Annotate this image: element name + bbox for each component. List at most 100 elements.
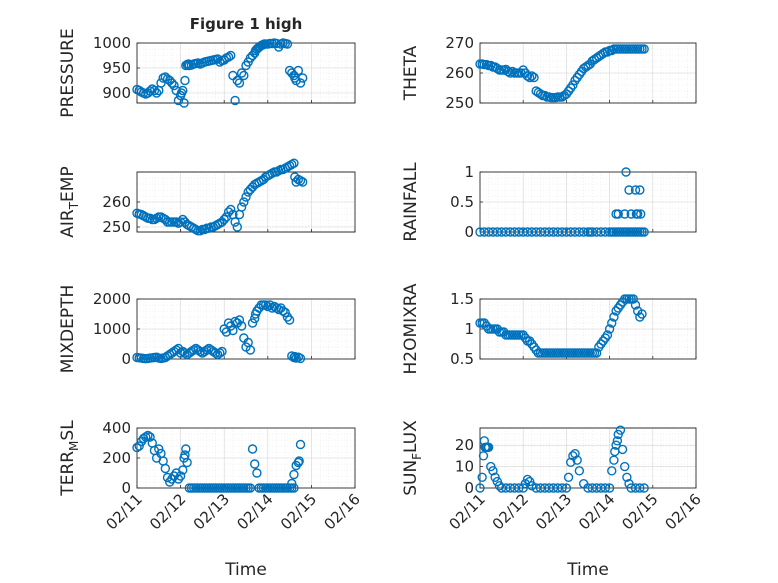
y-tick-label: 900	[102, 84, 131, 102]
plot-border	[479, 42, 697, 104]
data-point	[478, 451, 489, 461]
y-tick-label: 1000	[93, 34, 131, 52]
y-tick-label: 270	[445, 34, 474, 52]
data-point	[223, 52, 234, 62]
data-point	[228, 325, 238, 336]
data-point	[178, 465, 188, 475]
x-axis-label-right: Time	[566, 560, 609, 580]
data-point	[230, 217, 240, 227]
data-point	[620, 209, 630, 219]
y-tick-label: 1	[464, 163, 474, 181]
y-tick-label: 0	[464, 223, 474, 241]
x-tick-label: 02/13	[190, 490, 233, 533]
data-point	[639, 44, 649, 54]
data-point	[282, 39, 293, 49]
y-tick-label: 260	[102, 193, 131, 211]
data-point	[175, 348, 186, 358]
data-point	[232, 222, 242, 232]
data-point	[210, 348, 221, 358]
data-point	[635, 483, 645, 493]
y-axis-label: PRESSURE	[58, 28, 78, 117]
y-axis-label: MIXDEPTH	[58, 285, 78, 374]
subplot-theta: 250 260 270 THETA	[401, 34, 697, 112]
y-tick-label: 2000	[93, 290, 131, 308]
y-tick-label: 0	[121, 479, 131, 497]
data-point	[607, 45, 617, 56]
data-point	[563, 472, 574, 482]
data-point	[181, 444, 191, 454]
data-point	[239, 70, 249, 81]
data-point	[156, 78, 166, 88]
data-point	[232, 75, 242, 86]
data-point	[236, 321, 247, 331]
x-tick-label: 02/14	[575, 490, 618, 533]
data-point	[611, 440, 621, 450]
plot-border	[479, 298, 697, 360]
y-axis-label: H2OMIXRA	[401, 283, 421, 374]
data-point	[639, 227, 649, 237]
y-axis-label: AIRTEMP	[58, 166, 81, 237]
data-point	[568, 80, 578, 90]
data-point	[247, 444, 258, 454]
x-tick-label: 02/15	[618, 490, 661, 533]
data-point	[215, 57, 225, 67]
data-point	[529, 72, 539, 83]
data-point	[604, 324, 615, 334]
data-point	[572, 455, 582, 465]
data-point	[637, 309, 647, 319]
y-tick-label: 950	[102, 59, 131, 77]
data-point	[524, 72, 535, 83]
data-point	[284, 315, 295, 325]
data-point	[620, 461, 630, 472]
data-point	[226, 204, 236, 215]
data-point	[494, 481, 505, 491]
subplot-rainfall: 0 0.5 1 RAINFALL	[401, 162, 697, 242]
data-point	[624, 185, 634, 195]
data-point	[219, 214, 229, 225]
y-tick-label: 0	[121, 350, 131, 368]
data-point	[600, 483, 610, 493]
data-point	[557, 483, 567, 493]
y-tick-label: 0.5	[450, 350, 474, 368]
data-point	[289, 158, 299, 168]
y-tick-label: 400	[102, 419, 131, 437]
y-tick-label: 1	[464, 320, 474, 338]
data-point	[477, 472, 487, 482]
data-point	[267, 303, 277, 313]
data-point	[180, 348, 190, 358]
data-point	[635, 185, 645, 195]
x-tick-label: 02/12	[489, 490, 532, 533]
x-tick-label: 02/16	[662, 490, 705, 533]
data-point	[295, 439, 306, 450]
data-point	[514, 483, 524, 493]
y-tick-label: 1.5	[450, 290, 474, 308]
data-point	[483, 442, 494, 452]
data-point	[278, 306, 288, 316]
data-point	[622, 472, 632, 482]
data-point	[239, 197, 249, 207]
data-point	[492, 63, 502, 74]
data-point	[294, 456, 304, 466]
data-point	[195, 346, 205, 357]
data-point	[230, 316, 240, 327]
data-point	[291, 177, 301, 187]
data-point	[182, 457, 192, 468]
subplot-h2omixra: 0.5 1 1.5 H2OMIXRA	[401, 283, 697, 375]
data-point	[289, 469, 299, 480]
data-point	[234, 78, 245, 88]
y-axis-label: SUNFLUX	[401, 420, 424, 496]
data-point	[252, 468, 262, 478]
data-point	[621, 167, 631, 177]
data-point	[221, 327, 232, 337]
data-point	[475, 483, 485, 493]
data-point	[247, 318, 258, 328]
data-point	[615, 425, 626, 435]
data-point	[290, 351, 300, 362]
subplot-pressure: 900 950 1000 PRESSURE	[58, 28, 356, 118]
data-point	[145, 86, 155, 96]
data-point	[250, 459, 260, 469]
data-point	[613, 209, 623, 219]
x-axis-label-left: Time	[224, 560, 267, 580]
